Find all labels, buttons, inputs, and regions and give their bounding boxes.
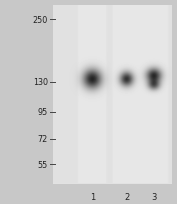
Text: 130: 130: [33, 78, 48, 87]
Text: 72: 72: [38, 134, 48, 143]
Text: 55: 55: [38, 160, 48, 169]
Text: 1: 1: [90, 192, 95, 201]
Text: 95: 95: [38, 108, 48, 117]
Text: 2: 2: [124, 192, 129, 201]
Text: 250: 250: [33, 16, 48, 25]
Text: 3: 3: [151, 192, 157, 201]
